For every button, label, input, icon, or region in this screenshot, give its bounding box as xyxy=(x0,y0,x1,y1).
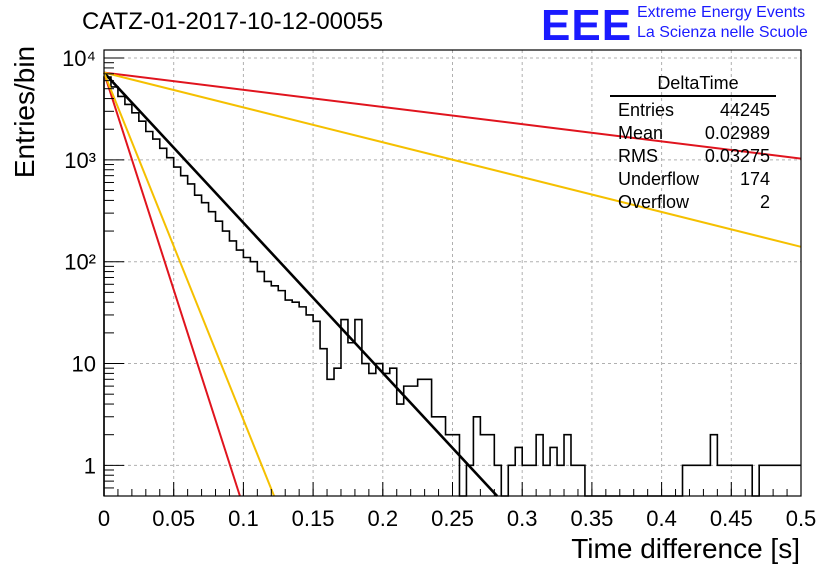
y-tick-label: 10³ xyxy=(64,148,96,173)
logo-caption: Extreme Energy Events La Scienza nelle S… xyxy=(637,3,808,43)
x-tick-label: 0 xyxy=(98,506,110,531)
stats-value: 2 xyxy=(759,192,770,212)
stats-row-entries: Entries 44245 xyxy=(610,99,776,122)
logo-line-1: Extreme Energy Events xyxy=(637,4,806,21)
x-tick-label: 0.25 xyxy=(431,506,474,531)
x-tick-label: 0.05 xyxy=(152,506,195,531)
x-tick-label: 0.35 xyxy=(570,506,613,531)
fit-lines xyxy=(103,71,802,497)
stats-label: Entries xyxy=(618,100,675,120)
y-tick-label: 10⁴ xyxy=(62,46,96,71)
axes xyxy=(103,49,802,497)
eee-logo: EEE xyxy=(541,1,633,50)
stats-value: 0.03275 xyxy=(704,146,770,166)
y-tick-label: 1 xyxy=(84,453,96,478)
x-axis-label: Time difference [s] xyxy=(571,533,800,564)
x-tick-label: 0.1 xyxy=(228,506,259,531)
stats-label: Overflow xyxy=(618,192,690,212)
stats-label: Mean xyxy=(618,123,664,143)
tick-labels: 0 0.05 0.1 0.15 0.2 0.25 0.3 0.35 0.4 0.45 0.5 1 10 1… xyxy=(62,46,816,531)
y-tick-label: 10² xyxy=(64,250,96,275)
x-tick-label: 0.2 xyxy=(368,506,399,531)
x-tick-label: 0.5 xyxy=(786,506,817,531)
stats-label: RMS xyxy=(618,146,658,166)
series-line xyxy=(103,71,499,497)
x-tick-label: 0.3 xyxy=(507,506,538,531)
y-axis-label: Entries/bin xyxy=(9,45,40,179)
x-tick-label: 0.4 xyxy=(646,506,677,531)
stats-row-overflow: Overflow 2 xyxy=(610,191,776,214)
series-line xyxy=(103,71,802,160)
stats-value: 0.02989 xyxy=(704,123,770,143)
stats-row-rms: RMS 0.03275 xyxy=(610,145,776,168)
stats-value: 174 xyxy=(739,169,770,189)
stats-row-underflow: Underflow 174 xyxy=(610,168,776,191)
x-tick-label: 0.45 xyxy=(710,506,753,531)
chart-title: CATZ-01-2017-10-12-00055 xyxy=(82,8,384,35)
stats-title: DeltaTime xyxy=(610,72,776,97)
series-line xyxy=(103,72,275,497)
stats-value: 44245 xyxy=(719,100,770,120)
logo-line-2: La Scienza nelle Scuole xyxy=(637,24,808,41)
y-tick-label: 10 xyxy=(72,352,96,377)
stats-box: DeltaTime Entries 44245 Mean 0.02989 RMS 0.… xyxy=(610,72,776,214)
series-line xyxy=(103,71,802,248)
plot-frame xyxy=(103,49,802,497)
stats-row-mean: Mean 0.02989 xyxy=(610,122,776,145)
stats-label: Underflow xyxy=(618,169,700,189)
x-tick-label: 0.15 xyxy=(292,506,335,531)
series-line xyxy=(103,72,241,497)
